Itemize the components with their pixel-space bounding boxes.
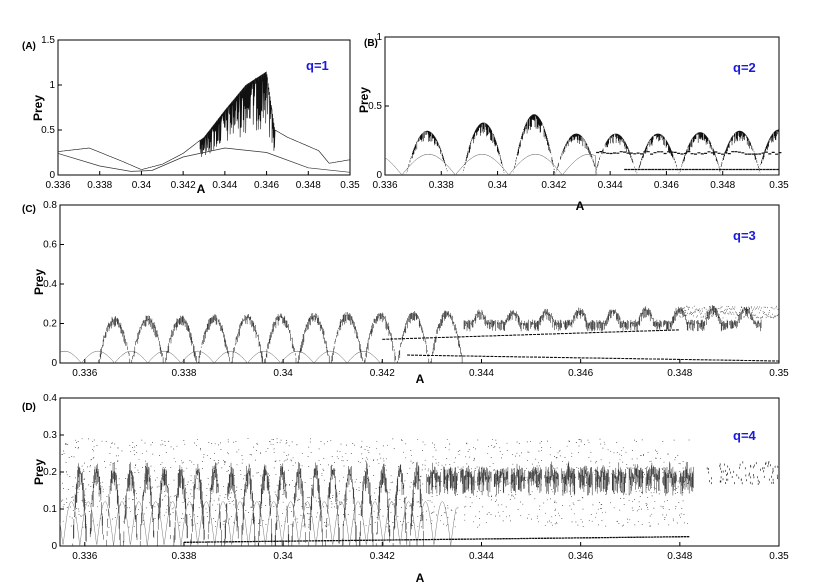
panel-d-annotation: q=4 bbox=[733, 428, 757, 443]
series-mid bbox=[382, 329, 679, 340]
panel-c: (C) Prey 0.336 0.338 0.34 0.342 0.344 0.346 0.… bbox=[22, 200, 789, 386]
panel-a: (A) Prey 0.336 0.338 0.34 0.342 0.344 0.346 0.… bbox=[22, 35, 360, 196]
y-tick-label: 1.5 bbox=[41, 35, 55, 46]
x-tick-label: 0.35 bbox=[340, 180, 360, 191]
y-tick-label: 0 bbox=[376, 170, 382, 181]
panel-a-ylabel: Prey bbox=[31, 95, 45, 121]
y-tick-label: 0.3 bbox=[43, 430, 57, 441]
panel-d-ylabel: Prey bbox=[32, 459, 46, 485]
panel-c-yticks: 0 0.2 0.4 0.6 0.8 bbox=[43, 200, 64, 369]
x-tick-label: 0.336 bbox=[372, 180, 397, 191]
panel-d-xticks: 0.336 0.338 0.34 0.342 0.344 0.346 0.348 0.35 bbox=[72, 542, 789, 562]
y-tick-label: 0 bbox=[51, 541, 57, 552]
series-crossing bbox=[384, 154, 779, 176]
panel-a-frame bbox=[57, 39, 351, 176]
panel-c-annotation: q=3 bbox=[733, 228, 756, 243]
y-tick-label: 0.8 bbox=[43, 200, 57, 211]
panel-b-xlabel: A bbox=[576, 199, 585, 213]
panel-b-yticks: 00.51 bbox=[368, 32, 389, 181]
y-tick-label: 0.1 bbox=[43, 504, 57, 515]
panel-c-ylabel: Prey bbox=[32, 269, 46, 295]
panel-a-xlabel: A bbox=[197, 182, 206, 196]
x-tick-label: 0.336 bbox=[45, 180, 70, 191]
panel-d-marks bbox=[59, 438, 780, 547]
panel-d-xlabel: A bbox=[416, 571, 425, 585]
y-tick-label: 0 bbox=[51, 358, 57, 369]
x-tick-label: 0.348 bbox=[667, 551, 692, 562]
series-bumps bbox=[406, 114, 779, 174]
panel-b: (B) Prey 0.336 0.338 0.34 0.342 0.344 0.346 0.… bbox=[357, 32, 789, 213]
x-tick-label: 0.338 bbox=[171, 551, 196, 562]
x-tick-label: 0.344 bbox=[598, 180, 623, 191]
series-scatter bbox=[60, 438, 780, 528]
x-tick-label: 0.348 bbox=[710, 180, 735, 191]
panel-c-frame bbox=[59, 204, 780, 364]
series-low bbox=[184, 536, 690, 543]
x-tick-label: 0.35 bbox=[769, 180, 789, 191]
y-tick-label: 0.2 bbox=[43, 319, 57, 330]
x-tick-label: 0.35 bbox=[769, 368, 789, 379]
x-tick-label: 0.344 bbox=[469, 551, 494, 562]
x-tick-label: 0.336 bbox=[72, 368, 97, 379]
y-tick-label: 0.2 bbox=[43, 467, 57, 478]
x-tick-label: 0.338 bbox=[171, 368, 196, 379]
panel-b-label: (B) bbox=[364, 38, 378, 49]
y-tick-label: 0.5 bbox=[368, 101, 382, 112]
x-tick-label: 0.346 bbox=[654, 180, 679, 191]
x-tick-label: 0.338 bbox=[87, 180, 112, 191]
panel-c-label: (C) bbox=[22, 204, 36, 215]
y-tick-label: 0.4 bbox=[43, 393, 57, 404]
series-low bbox=[407, 354, 779, 362]
panel-b-annotation: q=2 bbox=[733, 60, 756, 75]
x-tick-label: 0.348 bbox=[667, 368, 692, 379]
series-crossing bbox=[59, 501, 457, 547]
x-tick-label: 0.336 bbox=[72, 551, 97, 562]
panel-d-label: (D) bbox=[22, 402, 36, 413]
panel-a-xticks: 0.336 0.338 0.34 0.342 0.344 0.346 0.348 0.35 bbox=[45, 171, 360, 191]
panel-c-xlabel: A bbox=[416, 372, 425, 386]
x-tick-label: 0.342 bbox=[541, 180, 566, 191]
x-tick-label: 0.34 bbox=[273, 551, 293, 562]
x-tick-label: 0.346 bbox=[568, 368, 593, 379]
series-lower bbox=[57, 147, 351, 173]
y-tick-label: 1 bbox=[376, 32, 382, 43]
x-tick-label: 0.34 bbox=[273, 368, 293, 379]
x-tick-label: 0.342 bbox=[370, 368, 395, 379]
x-tick-label: 0.34 bbox=[488, 180, 508, 191]
x-tick-label: 0.342 bbox=[370, 551, 395, 562]
panel-b-marks bbox=[384, 114, 782, 176]
x-tick-label: 0.346 bbox=[568, 551, 593, 562]
y-tick-label: 1 bbox=[49, 80, 55, 91]
panel-b-frame bbox=[384, 36, 780, 176]
x-tick-label: 0.342 bbox=[171, 180, 196, 191]
x-tick-label: 0.344 bbox=[469, 368, 494, 379]
x-tick-label: 0.35 bbox=[769, 551, 789, 562]
series-upper bbox=[57, 71, 350, 170]
panel-a-label: (A) bbox=[22, 41, 36, 52]
panel-a-marks bbox=[57, 71, 351, 173]
y-tick-label: 0 bbox=[49, 170, 55, 181]
panel-a-yticks: 0 0.5 1 1.5 bbox=[41, 35, 62, 181]
x-tick-label: 0.348 bbox=[296, 180, 321, 191]
panel-a-annotation: q=1 bbox=[306, 58, 329, 73]
panel-b-xticks: 0.336 0.338 0.34 0.342 0.344 0.346 0.348 0.35 bbox=[372, 171, 789, 191]
series-bumps bbox=[98, 305, 779, 363]
y-tick-label: 0.6 bbox=[43, 240, 57, 251]
series-mid bbox=[596, 151, 782, 155]
series-bumps bbox=[72, 461, 694, 546]
panel-d-yticks: 0 0.1 0.2 0.3 0.4 bbox=[43, 393, 64, 552]
y-tick-label: 0.5 bbox=[41, 125, 55, 136]
panel-c-xticks: 0.336 0.338 0.34 0.342 0.344 0.346 0.348 0.35 bbox=[72, 359, 789, 379]
x-tick-label: 0.346 bbox=[254, 180, 279, 191]
panel-b-ylabel: Prey bbox=[357, 87, 371, 113]
y-tick-label: 0.4 bbox=[43, 279, 57, 290]
series-crossing bbox=[59, 350, 382, 364]
x-tick-label: 0.338 bbox=[429, 180, 454, 191]
x-tick-label: 0.34 bbox=[132, 180, 152, 191]
x-tick-label: 0.344 bbox=[212, 180, 237, 191]
panel-d: (D) Prey 0.336 0.338 0.34 0.342 0.344 0.346 0.… bbox=[22, 393, 789, 585]
panel-c-marks bbox=[59, 305, 779, 364]
